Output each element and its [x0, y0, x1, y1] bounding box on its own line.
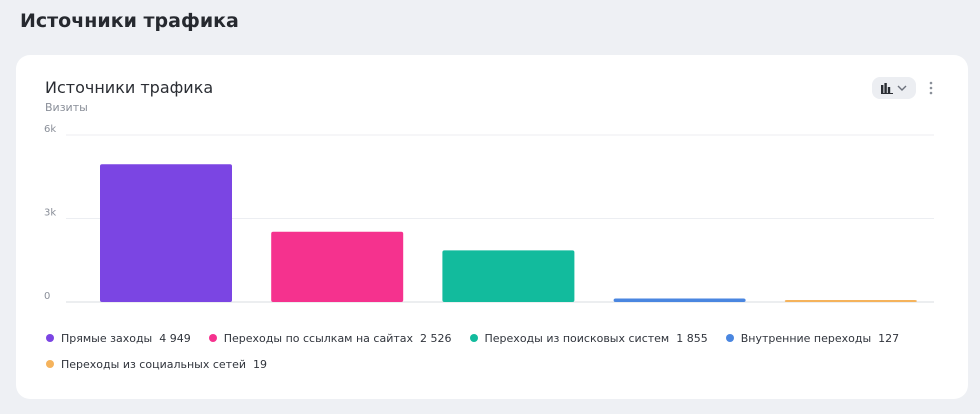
legend-item[interactable]: Прямые заходы 4 949 [46, 330, 191, 346]
legend-label: Внутренние переходы [740, 331, 872, 345]
bar-chart: 0 3k 6k [44, 124, 934, 303]
legend-value: 127 [878, 331, 900, 345]
legend-dot [46, 360, 54, 368]
y-tick-label: 3k [44, 208, 56, 219]
legend-value: 19 [253, 357, 268, 371]
bar-1[interactable] [100, 164, 232, 302]
legend-value: 4 949 [159, 331, 191, 345]
traffic-sources-card: Источники трафика Визиты 0 3k 6k Пря [16, 55, 968, 399]
legend-dot [46, 334, 54, 342]
legend-value: 1 855 [676, 331, 708, 345]
y-tick-label: 0 [44, 291, 50, 302]
more-vertical-icon [924, 81, 938, 95]
card-subtitle: Визиты [45, 101, 88, 114]
page-title: Источники трафика [20, 10, 239, 32]
legend-dot [725, 334, 734, 342]
bar-chart-icon [881, 82, 893, 94]
legend-label: Прямые заходы [61, 331, 153, 345]
chevron-down-icon [897, 85, 907, 91]
legend-label: Переходы из поисковых систем [484, 331, 670, 345]
chart-legend: Прямые заходы 4 949 Переходы по ссылкам на… [46, 330, 946, 372]
y-tick-label: 6k [44, 124, 56, 135]
legend-label: Переходы из социальных сетей [61, 357, 247, 371]
legend-value: 2 526 [420, 331, 452, 345]
legend-dot [469, 334, 478, 342]
legend-dot [208, 334, 217, 342]
legend-label: Переходы по ссылкам на сайтах [223, 331, 414, 345]
bar-3[interactable] [442, 250, 575, 302]
bar-5[interactable] [784, 300, 917, 302]
more-options-button[interactable] [924, 77, 938, 99]
legend-item[interactable]: Внутренние переходы 127 [725, 330, 900, 346]
bar-2[interactable] [271, 231, 404, 302]
chart-type-button[interactable] [872, 77, 916, 99]
card-title: Источники трафика [45, 78, 214, 97]
bar-4[interactable] [613, 298, 746, 302]
legend-item[interactable]: Переходы из социальных сетей 19 [46, 356, 928, 372]
legend-item[interactable]: Переходы по ссылкам на сайтах 2 526 [208, 330, 452, 346]
legend-item[interactable]: Переходы из поисковых систем 1 855 [469, 330, 708, 346]
